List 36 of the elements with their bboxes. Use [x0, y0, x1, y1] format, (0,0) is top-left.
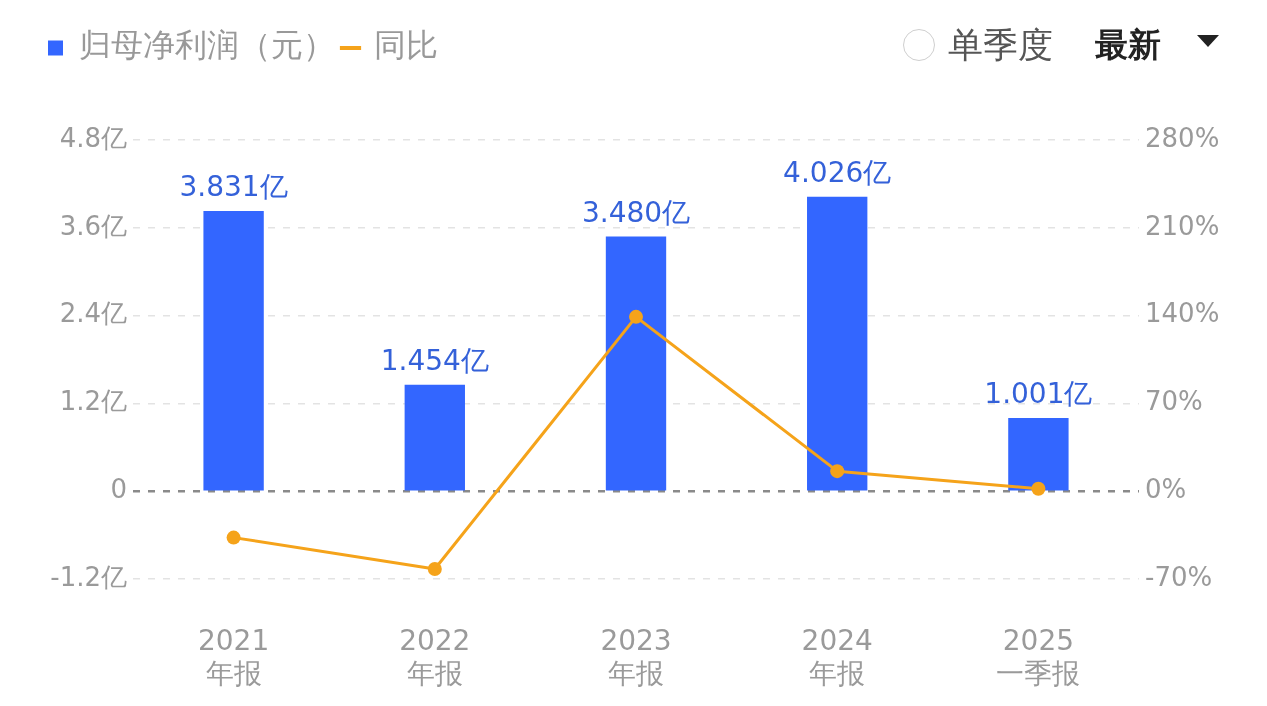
- bar: [203, 210, 264, 491]
- legend-label: 同比: [374, 26, 438, 65]
- y2-tick-label: 70%: [1145, 386, 1203, 417]
- x-tick-label: 2024 年报: [801, 624, 873, 690]
- point: [427, 561, 442, 576]
- data-label: 3.831亿: [179, 170, 288, 204]
- data-label: 1.001亿: [984, 377, 1093, 411]
- bar: [404, 384, 465, 491]
- y-tick-label: 1.2亿: [59, 386, 127, 417]
- x-tick-label: 2025 一季报: [996, 624, 1081, 690]
- data-label: 3.480亿: [581, 195, 691, 229]
- text: 单季度: [948, 25, 1053, 65]
- y-tick-label: 2.4亿: [59, 298, 127, 329]
- bar: [1008, 417, 1069, 491]
- bar: [807, 196, 868, 491]
- text: 最新: [1095, 25, 1161, 65]
- y2-tick-label: 280%: [1145, 122, 1220, 153]
- point: [830, 464, 845, 479]
- point: [1031, 481, 1046, 496]
- y-tick-label: -1.2亿: [50, 561, 127, 592]
- y2-tick-label: 140%: [1145, 298, 1220, 329]
- bar: [605, 236, 667, 491]
- data-label: 1.454亿: [380, 344, 489, 378]
- y-tick-label: 0: [110, 473, 127, 504]
- y2-tick-label: 0%: [1145, 473, 1187, 504]
- y2-tick-label: 210%: [1145, 210, 1220, 241]
- x-tick-label: 2021 年报: [197, 624, 270, 690]
- x-tick-label: 2023 年报: [600, 624, 672, 690]
- legend-label: 归母净利润（元）: [79, 26, 335, 65]
- point: [629, 309, 643, 324]
- y2-tick-label: -70%: [1145, 561, 1213, 592]
- x-tick-label: 2022 年报: [399, 624, 471, 690]
- y-tick-label: 4.8亿: [59, 122, 127, 153]
- point: [226, 530, 241, 545]
- y-tick-label: 3.6亿: [59, 210, 127, 241]
- data-label: 4.026亿: [783, 155, 892, 189]
